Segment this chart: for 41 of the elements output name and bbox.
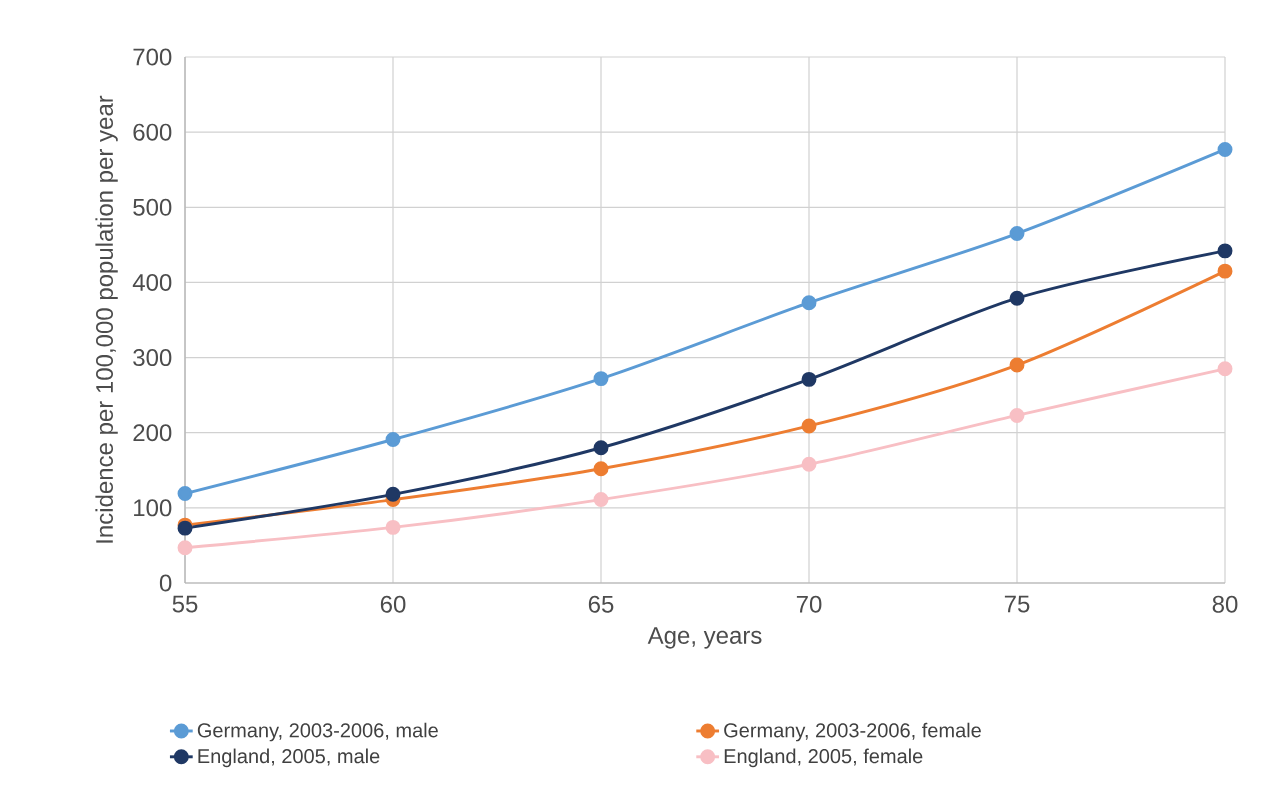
point	[1009, 357, 1025, 373]
y-tick-label: 100	[134, 499, 172, 517]
point	[1217, 141, 1233, 157]
legend-label: Germany, 2003-2006, female	[724, 722, 981, 742]
point	[801, 418, 817, 434]
y-tick-label: 600	[133, 123, 172, 141]
point	[801, 295, 817, 311]
y-tick-label: 400	[132, 273, 172, 291]
x-tick-label: 70	[796, 595, 822, 613]
point	[801, 371, 817, 387]
point	[1009, 407, 1025, 423]
point	[385, 519, 401, 535]
x-tick-label: 60	[380, 595, 406, 613]
y-axis-title: Incidence per 100,000 population per year	[95, 95, 118, 543]
legend-label: England, 2005, male	[198, 748, 380, 768]
point	[1217, 243, 1233, 259]
point	[1009, 226, 1025, 242]
y-tick-label: 700	[133, 48, 172, 66]
y-tick-label: 300	[133, 349, 172, 367]
x-tick-label: 55	[172, 595, 198, 613]
x-tick-label: 80	[1212, 595, 1238, 613]
y-tick-label: 500	[133, 198, 172, 216]
point	[801, 456, 817, 472]
point	[593, 461, 609, 477]
point	[1217, 361, 1233, 377]
x-tick-label: 75	[1004, 595, 1030, 613]
point	[385, 486, 401, 502]
x-axis-title: Age, years	[647, 627, 762, 649]
x-tick-label: 65	[588, 595, 614, 613]
point	[1009, 290, 1025, 306]
point	[177, 540, 193, 556]
point	[385, 432, 401, 447]
legend-label: England, 2005, female	[724, 748, 923, 768]
point	[593, 492, 609, 508]
point	[593, 371, 609, 387]
y-tick-label: 200	[133, 424, 172, 442]
legend-label: Germany, 2003-2006, male	[197, 722, 438, 742]
point	[177, 486, 193, 502]
y-tick-label: 0	[159, 574, 172, 592]
point	[1217, 263, 1233, 279]
point	[593, 440, 609, 456]
